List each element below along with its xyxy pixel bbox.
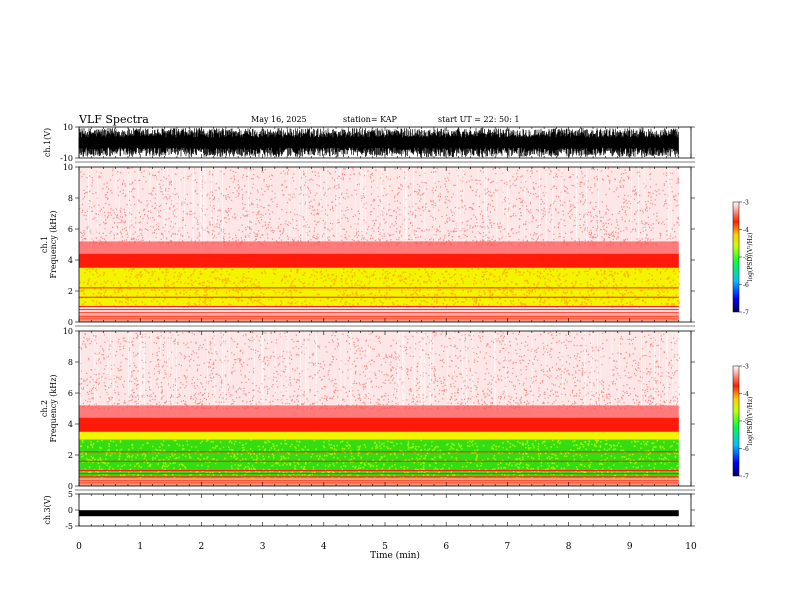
heatmap-speckle-high bbox=[79, 331, 680, 410]
p3-ylabel-line: ch.2 bbox=[40, 400, 49, 417]
x-tick-label: 4 bbox=[321, 542, 327, 552]
x-tick-label: 0 bbox=[76, 542, 82, 552]
x-tick-label: 10 bbox=[685, 542, 697, 552]
p3-tick-label: 0 bbox=[68, 482, 73, 491]
x-tick-label: 5 bbox=[382, 542, 388, 552]
ch3-waveform-panel: 5 0 -5 ch.3(V) bbox=[43, 490, 695, 531]
heatmap-speckle-high bbox=[79, 167, 680, 246]
station-label: station= KAP bbox=[343, 115, 397, 124]
heatmap-streaks bbox=[80, 331, 679, 417]
p2-tick-label: 0 bbox=[68, 318, 73, 327]
x-tick-label: 6 bbox=[443, 542, 449, 552]
p3-ylabel: ch.2Frequency (kHz) bbox=[40, 374, 58, 442]
ch3-waveform-tick-label: 0 bbox=[68, 506, 73, 515]
p2-ylabel-line: ch.1 bbox=[40, 236, 49, 253]
p3-tick-label: 4 bbox=[68, 420, 73, 429]
colorbar-label: log(PSD)(V²/Hz) bbox=[747, 397, 754, 446]
date-label: May 16, 2025 bbox=[251, 115, 307, 124]
ch2-colorbar: -3 -4 -5 -6 -7 log(PSD)(V²/Hz) bbox=[732, 364, 754, 481]
ch1-waveform-tick-label: -10 bbox=[60, 154, 73, 163]
heatmap-low-band bbox=[79, 478, 679, 486]
colorbar-tick-label: -6 bbox=[743, 446, 749, 453]
x-tick-label: 8 bbox=[566, 542, 572, 552]
colorbar-gradient bbox=[732, 365, 740, 477]
x-tick-label: 7 bbox=[505, 542, 511, 552]
colorbar-label: log(PSD)(V²/Hz) bbox=[747, 233, 754, 282]
ch3-waveform-ylabel: ch.3(V) bbox=[43, 495, 52, 524]
time-axis: 0 1 2 3 4 5 6 7 8 9 10 Time (min) bbox=[75, 161, 697, 561]
chart-title: VLF Spectra bbox=[79, 113, 149, 126]
p3-tick-label: 8 bbox=[68, 358, 73, 367]
colorbar-tick-label: -4 bbox=[743, 227, 749, 234]
ch1-waveform-tick-label: 10 bbox=[63, 123, 73, 132]
heatmap-mottle bbox=[79, 267, 681, 308]
x-tick-label: 2 bbox=[199, 542, 205, 552]
ch1-colorbar: -3 -4 -5 -6 -7 log(PSD)(V²/Hz) bbox=[732, 200, 754, 317]
ch1-waveform-ylabel-line: ch.1(V) bbox=[43, 128, 52, 157]
ch1-spectrogram-panel: 0 2 4 6 8 10 ch.1Frequency (kHz) bbox=[40, 163, 695, 327]
heatmap-mottle bbox=[79, 439, 681, 480]
p2-tick-label: 4 bbox=[68, 256, 73, 265]
x-tick-label: 9 bbox=[627, 542, 633, 552]
heatmap-streaks bbox=[87, 167, 672, 253]
colorbar-tick-label: -7 bbox=[743, 310, 749, 317]
p3-heatmap bbox=[79, 331, 681, 486]
heatmap-yellow-edge bbox=[79, 431, 679, 440]
heatmap-red-core bbox=[79, 417, 679, 435]
p2-tick-label: 2 bbox=[68, 287, 73, 296]
colorbar-tick-label: -3 bbox=[743, 364, 749, 371]
p2-ylabel-line: Frequency (kHz) bbox=[49, 210, 58, 278]
colorbar-tick-label: -6 bbox=[743, 282, 749, 289]
colorbar-tick-label: -5 bbox=[743, 255, 749, 262]
colorbar-tick-label: -5 bbox=[743, 419, 749, 426]
start-time-label: start UT = 22: 50: 1 bbox=[438, 115, 520, 124]
ch3-waveform-line bbox=[79, 510, 679, 517]
p2-heatmap bbox=[79, 167, 681, 322]
colorbar-tick-label: -7 bbox=[743, 474, 749, 481]
p3-tick-label: 10 bbox=[63, 327, 73, 336]
ch3-waveform-frame bbox=[78, 493, 692, 527]
ch1-waveform-ylabel: ch.1(V) bbox=[43, 128, 52, 157]
x-tick-label: 3 bbox=[260, 542, 266, 552]
colorbar-tick-label: -3 bbox=[743, 200, 749, 207]
colorbar-gradient bbox=[732, 201, 740, 313]
colorbar-tick-label: -4 bbox=[743, 391, 749, 398]
x-axis-label: Time (min) bbox=[370, 550, 420, 561]
heatmap-red-core bbox=[79, 253, 679, 271]
ch1-waveform-panel: 10 -10 ch.1(V) bbox=[43, 123, 695, 163]
ch3-waveform-tick-label: 5 bbox=[68, 490, 73, 499]
heatmap-yellow-band bbox=[79, 267, 679, 307]
p3-ylabel-line: Frequency (kHz) bbox=[49, 374, 58, 442]
p2-tick-label: 8 bbox=[68, 194, 73, 203]
ch3-waveform-ylabel-line: ch.3(V) bbox=[43, 495, 52, 524]
p2-tick-label: 6 bbox=[68, 225, 73, 234]
p2-tick-label: 10 bbox=[63, 163, 73, 172]
x-tick-label: 1 bbox=[137, 542, 143, 552]
heatmap-low-band bbox=[79, 314, 679, 322]
p3-tick-label: 6 bbox=[68, 389, 73, 398]
p2-ylabel: ch.1Frequency (kHz) bbox=[40, 210, 58, 278]
ch1-waveform-line bbox=[78, 128, 679, 157]
p3-tick-label: 2 bbox=[68, 451, 73, 460]
ch3-waveform-tick-label: -5 bbox=[65, 522, 73, 531]
ch2-spectrogram-panel: 0 2 4 6 8 10 ch.2Frequency (kHz) bbox=[40, 327, 695, 491]
